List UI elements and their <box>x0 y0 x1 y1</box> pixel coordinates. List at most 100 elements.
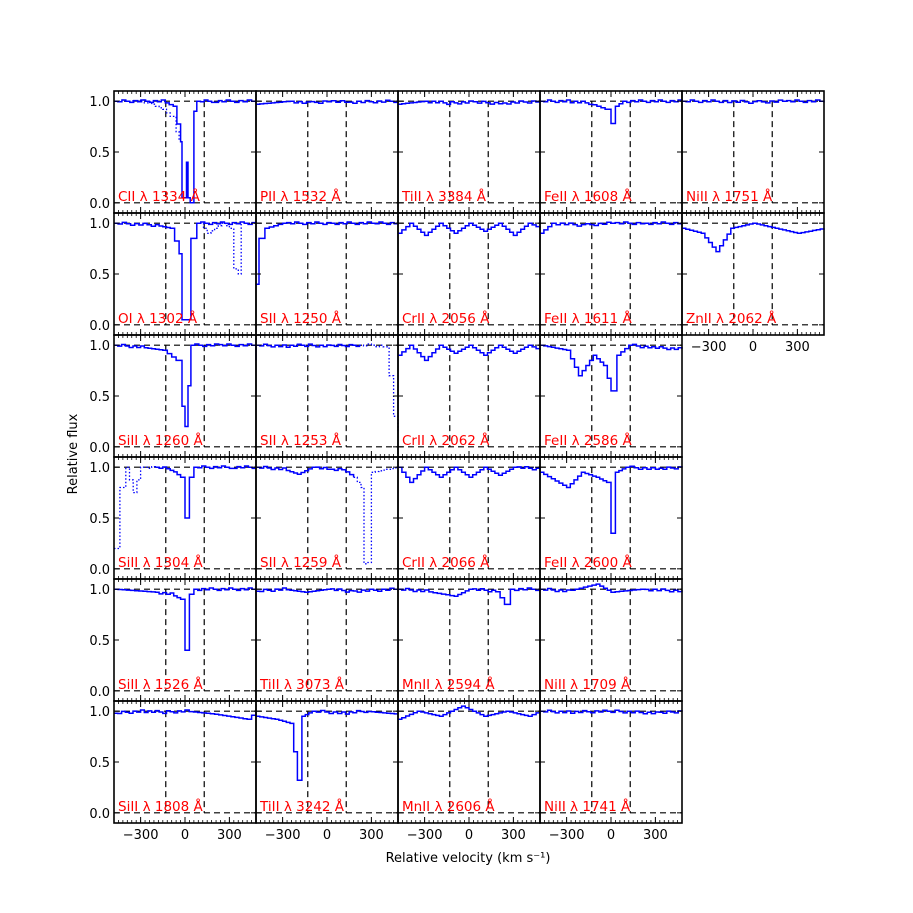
panel-label: CrII λ 2056 Å <box>402 310 490 327</box>
y-tick-label: 1.0 <box>89 339 110 354</box>
panel-8: FeII λ 1611 Å <box>539 212 683 336</box>
spectrum-profile <box>114 709 257 721</box>
spectrum-profile <box>155 465 257 519</box>
panel-label: FeII λ 1611 Å <box>544 310 633 327</box>
y-tick-label: 0.5 <box>89 634 110 649</box>
y-tick-label: 1.0 <box>89 95 110 110</box>
spectrum-profile <box>256 343 361 348</box>
y-tick-label: 0.0 <box>89 319 110 334</box>
panel-label: SII λ 1259 Å <box>260 554 342 571</box>
panel-label: CII λ 1334 Å <box>118 188 201 205</box>
panel-6: SII λ 1250 Å <box>255 212 399 336</box>
panel-label: SII λ 1250 Å <box>260 310 342 327</box>
spectrum-profile <box>256 709 399 782</box>
panel-15: SII λ 1259 Å <box>255 456 399 580</box>
panel-label: TiII λ 3384 Å <box>401 188 487 205</box>
panel-label: SiII λ 1304 Å <box>118 554 204 571</box>
spectrum-profile <box>540 583 683 593</box>
spectrum-profile <box>398 466 541 484</box>
panels-layer: 0.0 0.5 1.0 CII λ 1334 Å PII λ 1532 Å TiII λ … <box>89 90 825 843</box>
y-tick-label: 1.0 <box>89 461 110 476</box>
y-tick-label: 0.0 <box>89 441 110 456</box>
y-tick-label: 0.0 <box>89 685 110 700</box>
panel-label: NiII λ 1751 Å <box>686 188 773 205</box>
x-tick-label: 300 <box>501 828 526 843</box>
blend-profile <box>359 343 399 432</box>
panel-9: −300 0 300 ZnII λ 2062 Å <box>681 212 825 355</box>
y-tick-label: 0.5 <box>89 146 110 161</box>
spectrum-profile <box>540 343 683 392</box>
x-tick-label: −300 <box>691 340 727 355</box>
y-tick-label: 0.0 <box>89 807 110 822</box>
panel-label: MnII λ 2606 Å <box>402 798 495 815</box>
x-tick-label: −300 <box>549 828 585 843</box>
panel-label: TiII λ 3242 Å <box>259 798 345 815</box>
spectrum-profile <box>398 222 541 237</box>
panel-3: FeII λ 1608 Å <box>539 90 683 214</box>
panel-label: MnII λ 2594 Å <box>402 676 495 693</box>
spectrum-profile <box>398 587 541 606</box>
spectrum-profile <box>398 100 541 106</box>
spectrum-profile <box>682 99 825 104</box>
spectrum-profile <box>540 221 683 235</box>
y-tick-label: 0.5 <box>89 390 110 405</box>
panel-label: NiII λ 1741 Å <box>544 798 631 815</box>
x-tick-label: 300 <box>217 828 242 843</box>
panel-4: NiII λ 1751 Å <box>681 90 825 214</box>
x-tick-label: 300 <box>359 828 384 843</box>
x-tick-label: 300 <box>785 340 810 355</box>
panel-22: 0.0 0.5 1.0 −300 0 300 SiII λ 1808 Å <box>89 700 257 843</box>
spectrum-profile <box>398 344 541 362</box>
panel-label: FeII λ 2586 Å <box>544 432 633 449</box>
spectrum-profile <box>114 587 257 651</box>
y-tick-label: 1.0 <box>89 217 110 232</box>
spectrum-profile <box>256 221 399 285</box>
y-tick-label: 0.0 <box>89 563 110 578</box>
y-axis-label: Relative flux <box>66 413 81 494</box>
x-tick-label: 0 <box>749 340 757 355</box>
panel-25: −300 0 300 NiII λ 1741 Å <box>539 700 683 843</box>
x-tick-label: −300 <box>407 828 443 843</box>
blend-profile <box>199 222 242 275</box>
x-tick-label: 300 <box>643 828 668 843</box>
spectrum-profile <box>114 99 257 204</box>
spectrum-profile <box>540 709 683 715</box>
y-tick-label: 0.0 <box>89 197 110 212</box>
spectrum-profile <box>398 705 541 721</box>
panel-5: 0.0 0.5 1.0 OI λ 1302 Å <box>89 212 257 336</box>
panel-label: OI λ 1302 Å <box>118 310 198 327</box>
panel-label: CrII λ 2066 Å <box>402 554 490 571</box>
x-tick-label: 0 <box>607 828 615 843</box>
x-tick-label: −300 <box>265 828 301 843</box>
blend-profile <box>353 467 399 565</box>
panel-label: PII λ 1532 Å <box>260 188 341 205</box>
panel-label: SII λ 1253 Å <box>260 432 342 449</box>
x-tick-label: 0 <box>465 828 473 843</box>
panel-label: ZnII λ 2062 Å <box>686 310 777 327</box>
panel-23: −300 0 300 TiII λ 3242 Å <box>255 700 399 843</box>
spectrum-profile <box>256 587 399 593</box>
spectrum-profile <box>540 465 683 535</box>
y-tick-label: 0.5 <box>89 512 110 527</box>
panel-label: FeII λ 2600 Å <box>544 554 633 571</box>
panel-label: TiII λ 3073 Å <box>259 676 345 693</box>
y-tick-label: 1.0 <box>89 583 110 598</box>
x-tick-label: −300 <box>123 828 159 843</box>
spectrum-profile <box>682 222 825 253</box>
y-tick-label: 0.5 <box>89 756 110 771</box>
spectrum-profile <box>256 99 399 105</box>
panel-label: SiII λ 1526 Å <box>118 676 204 693</box>
x-axis-label: Relative velocity (km s⁻¹) <box>386 851 551 866</box>
panel-label: CrII λ 2062 Å <box>402 432 490 449</box>
x-tick-label: 0 <box>181 828 189 843</box>
x-tick-label: 0 <box>323 828 331 843</box>
panel-24: −300 0 300 MnII λ 2606 Å <box>397 700 541 843</box>
spectrum-profile <box>256 465 355 478</box>
panel-label: NiII λ 1709 Å <box>544 676 631 693</box>
spectrum-profile <box>114 343 257 428</box>
y-tick-label: 1.0 <box>89 705 110 720</box>
panel-label: FeII λ 1608 Å <box>544 188 633 205</box>
panel-label: SiII λ 1260 Å <box>118 432 204 449</box>
spectrum-profile <box>114 221 257 321</box>
